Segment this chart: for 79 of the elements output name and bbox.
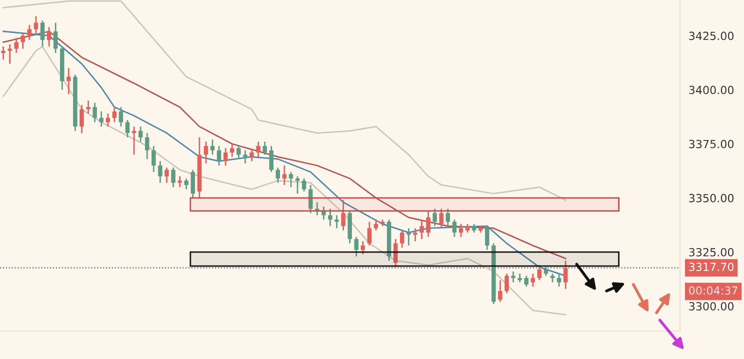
candlestick [236, 145, 241, 160]
candlestick [328, 208, 332, 227]
y-tick-label: 3350.00 [689, 194, 734, 202]
text: 00:04:37 [689, 286, 738, 295]
candlestick [341, 199, 346, 232]
candlestick [400, 230, 404, 248]
candlestick [250, 150, 254, 162]
candlestick [8, 44, 12, 65]
candlestick [40, 20, 45, 48]
candlestick [288, 171, 294, 188]
candlestick [80, 104, 84, 134]
candlestick [393, 238, 398, 268]
candlestick [92, 102, 97, 123]
candlestick [458, 223, 464, 238]
candlestick [230, 143, 234, 158]
candlestick [360, 240, 366, 255]
candlestick [223, 148, 228, 166]
candlestick [511, 270, 516, 284]
candlestick [308, 184, 313, 214]
candlestick [190, 169, 196, 199]
candlestick [556, 272, 562, 288]
candlestick [413, 228, 418, 242]
candlestick [178, 176, 182, 188]
candlestick [138, 126, 143, 142]
y-tick-label: 3425.00 [689, 32, 734, 40]
y-tick-label: 3375.00 [689, 140, 734, 148]
candlestick [46, 26, 52, 48]
candlestick [99, 110, 104, 128]
candlestick [452, 218, 457, 238]
candlestick [152, 145, 156, 173]
candlestick [171, 166, 176, 188]
candlestick [322, 206, 326, 220]
candlestick [420, 218, 424, 240]
candlestick [282, 164, 287, 186]
line-series [2, 0, 566, 201]
candlestick [367, 221, 372, 246]
candlestick [20, 32, 26, 50]
candlestick [262, 141, 267, 156]
line-series [2, 46, 566, 316]
y-tick-label: 3325.00 [689, 248, 734, 256]
candlestick [439, 208, 444, 229]
candlestick [269, 145, 274, 173]
candlestick [210, 138, 215, 156]
candlestick [1, 46, 6, 60]
candlestick [406, 228, 411, 246]
candlestick [125, 119, 130, 138]
candlestick [164, 166, 169, 184]
candlestick [204, 141, 208, 164]
candlestick [53, 22, 58, 54]
candlestick [158, 160, 162, 184]
candlestick [563, 260, 568, 290]
candlestick [184, 178, 188, 190]
candlestick [498, 279, 502, 302]
candlestick [34, 16, 38, 34]
candlestick [484, 225, 490, 251]
candlestick [112, 106, 117, 123]
candlestick [426, 210, 430, 238]
candlestick [256, 141, 260, 158]
candlestick [27, 24, 32, 41]
candlestick [144, 132, 150, 160]
candlestick [354, 236, 358, 258]
y-tick-label: 3400.00 [689, 86, 734, 94]
candlestick [243, 150, 248, 164]
candlestick [446, 208, 450, 227]
ref-line-label: 3317.70 [689, 262, 734, 272]
candlestick [66, 67, 71, 95]
candlestick [86, 100, 90, 114]
candlestick [524, 275, 528, 288]
candlestick [432, 208, 437, 227]
y-tick-label: 3300.00 [689, 302, 734, 310]
candlestick [302, 178, 306, 192]
candlestick [334, 214, 339, 229]
candlestick [216, 145, 222, 166]
candlestick [118, 106, 124, 128]
candlestick [504, 272, 509, 294]
candlestick [14, 37, 18, 54]
candlestick [537, 264, 542, 281]
candlestick [276, 166, 280, 184]
candlestick [530, 272, 536, 288]
